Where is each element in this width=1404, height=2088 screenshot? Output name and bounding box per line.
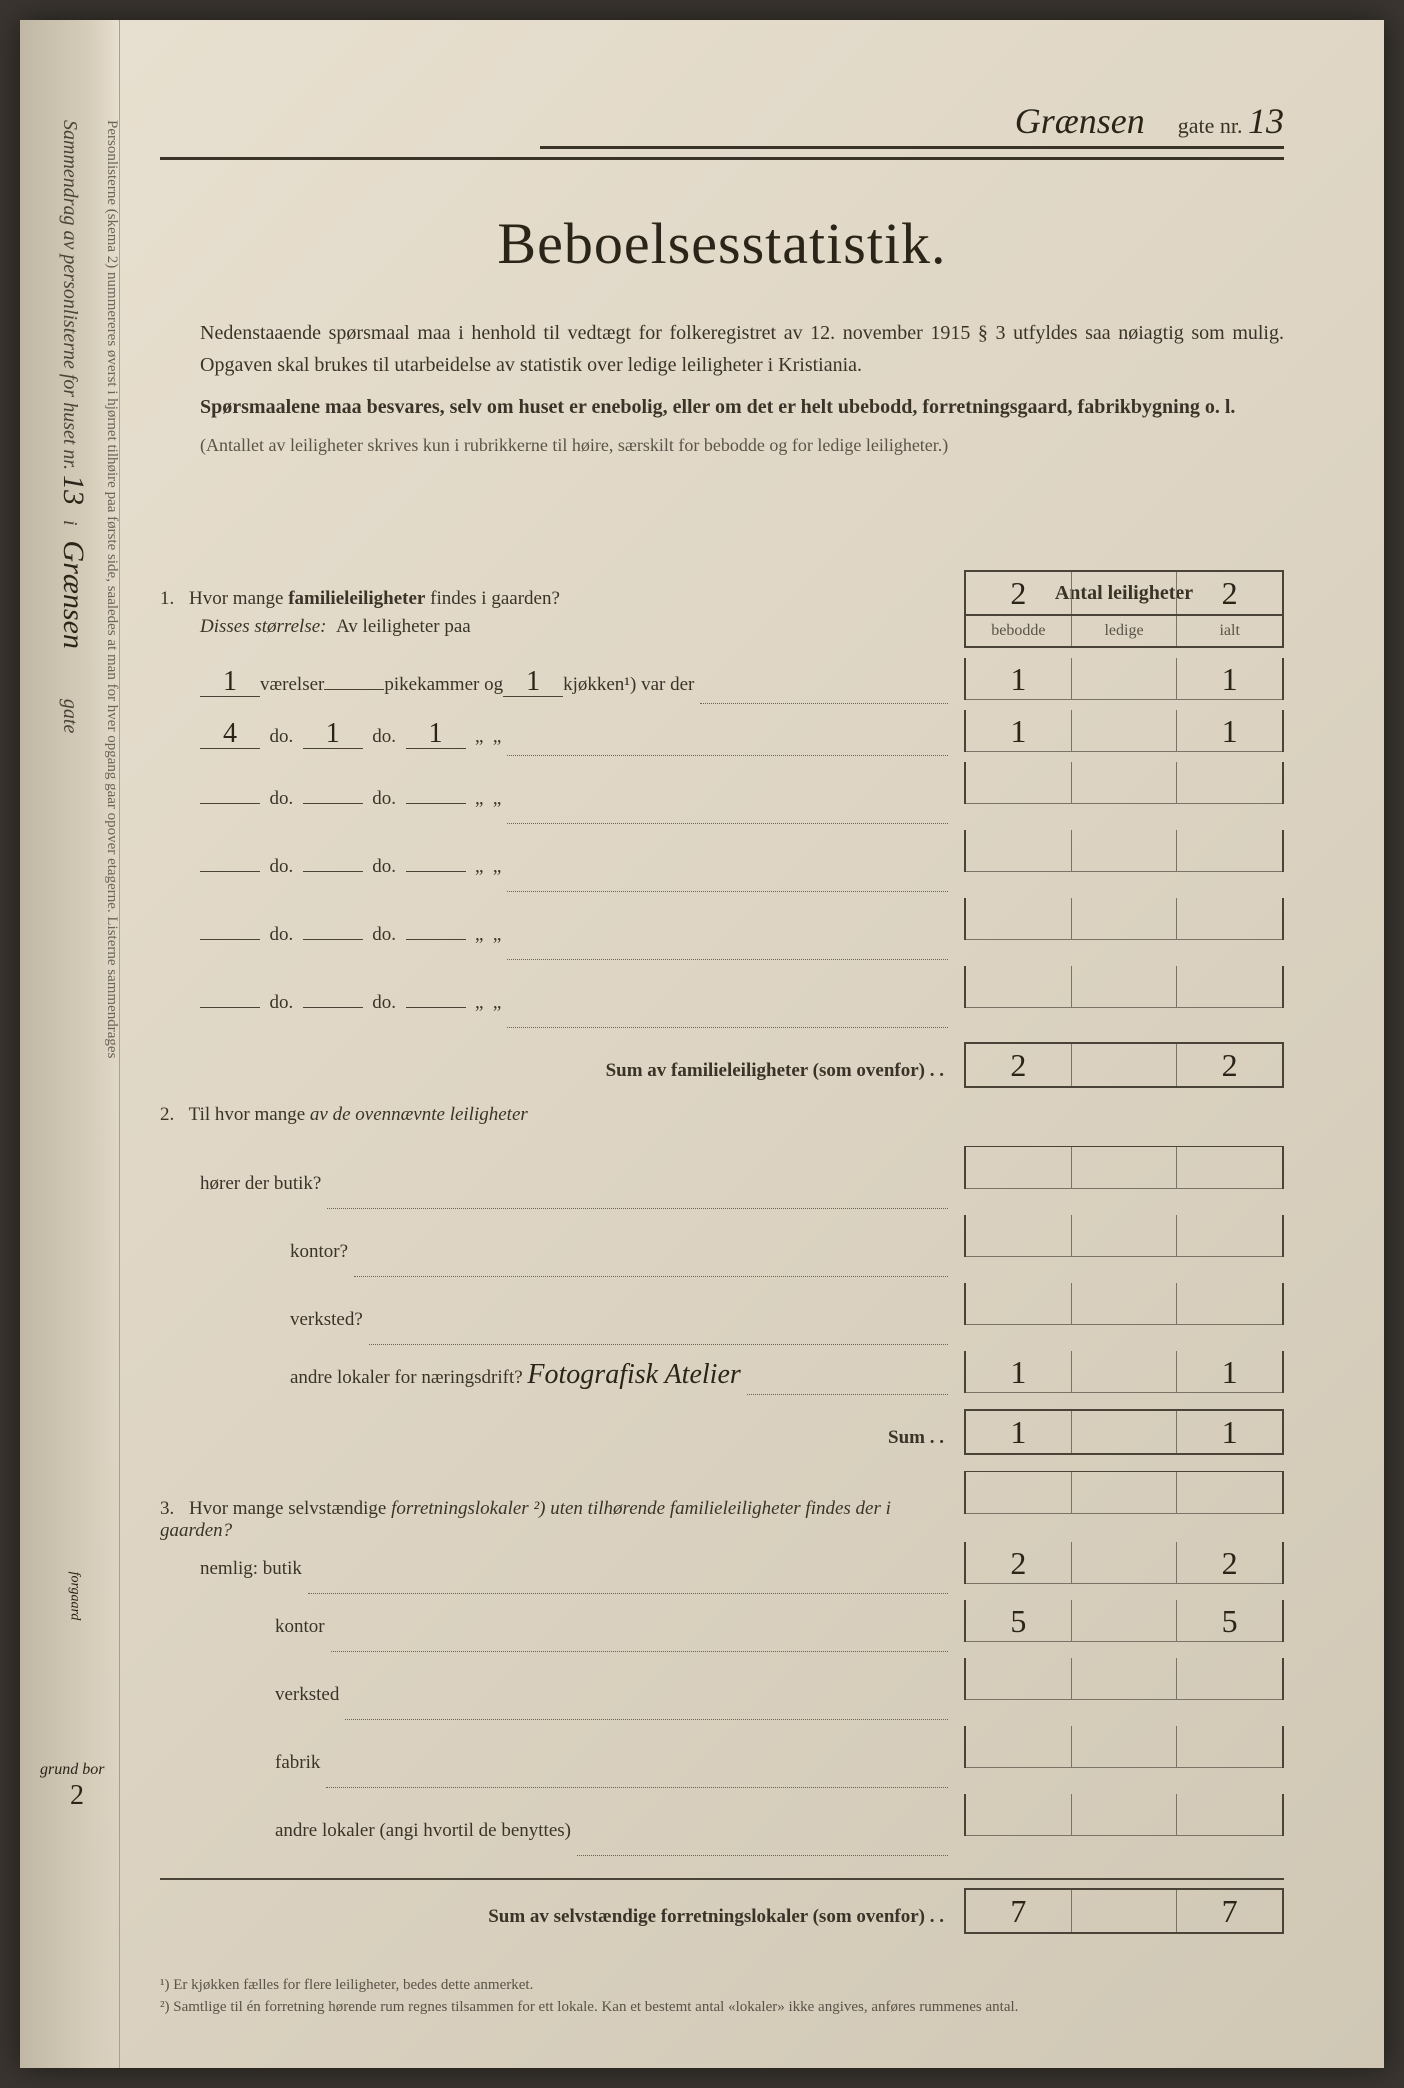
sidebar-forgaard: forgaard	[63, 1572, 95, 1621]
q1-ledige	[1072, 572, 1178, 614]
sidebar-line-2: Personlisterne (skema 2) nummereres øver…	[103, 120, 120, 1058]
q2-sum-b: 1	[966, 1411, 1072, 1453]
q1-row0-i: 1	[1177, 658, 1282, 700]
q2-row3-l	[1072, 1351, 1178, 1393]
sidebar-grund-bor: grund bor	[40, 1750, 104, 1782]
q1-ialt: 2	[1177, 572, 1282, 614]
q2-row3-i: 1	[1177, 1351, 1282, 1393]
q2-sum-i: 1	[1177, 1411, 1282, 1453]
header-address-line: Grænsen gate nr. 13	[540, 100, 1284, 149]
q1-row0-b: 1	[966, 658, 1072, 700]
footnote-1: ¹) Er kjøkken fælles for flere leilighet…	[160, 1974, 1284, 1997]
q1-row1-i: 1	[1177, 710, 1282, 752]
intro-p3: (Antallet av leiligheter skrives kun i r…	[200, 431, 1284, 460]
footnote-2: ²) Samtlige til én forretning hørende ru…	[160, 1996, 1284, 2019]
intro-p1: Nedenstaaende spørsmaal maa i henhold ti…	[200, 317, 1284, 381]
q2-row3-b: 1	[966, 1351, 1072, 1393]
q3-sum-l	[1072, 1890, 1178, 1932]
q3-row1-i: 5	[1177, 1600, 1282, 1642]
intro-paragraphs: Nedenstaaende spørsmaal maa i henhold ti…	[160, 317, 1284, 460]
q1-sum-label: Sum av familieleiligheter (som ovenfor) …	[160, 1060, 964, 1082]
document-page: Sammendrag av personlisterne for huset n…	[20, 20, 1384, 2068]
sidebar-vertical-text: Sammendrag av personlisterne for huset n…	[50, 120, 130, 1820]
q2-sum-l	[1072, 1411, 1178, 1453]
sidebar-line-1: Sammendrag av personlisterne for huset n…	[56, 120, 90, 733]
footnotes: ¹) Er kjøkken fælles for flere leilighet…	[160, 1974, 1284, 2019]
statistics-table: Antal leiligheter bebodde ledige ialt 1.…	[160, 570, 1284, 1934]
header-rule	[160, 157, 1284, 160]
header-street-name: Grænsen	[1015, 101, 1145, 141]
q2-hand-note: Fotografisk Atelier	[527, 1359, 740, 1391]
question-3: 3. Hvor mange selvstændige forretningslo…	[160, 1471, 1284, 1934]
sidebar-hand-bor: 2	[70, 1780, 84, 1812]
q3-row1-l	[1072, 1600, 1178, 1642]
q3-rule	[160, 1878, 1284, 1880]
q3-sum-i: 7	[1177, 1890, 1282, 1932]
sidebar-gate-label: gate	[59, 699, 81, 733]
page-title: Beboelsesstatistik.	[160, 210, 1284, 277]
q3-row0-l	[1072, 1542, 1178, 1584]
q3-sum-b: 7	[966, 1890, 1072, 1932]
question-2: 2. Til hvor mange av de ovennævnte leili…	[160, 1104, 1284, 1455]
header-gate-label: gate nr.	[1178, 113, 1243, 138]
q1-row0-l	[1072, 658, 1178, 700]
q3-row0-b: 2	[966, 1542, 1072, 1584]
q1-sum-i: 2	[1177, 1044, 1282, 1086]
sidebar-hand-nr: 13	[57, 475, 90, 505]
q1-sum-l	[1072, 1044, 1178, 1086]
q1-sum-b: 2	[966, 1044, 1072, 1086]
q1-bebodde: 2	[966, 572, 1072, 614]
q3-row0-i: 2	[1177, 1542, 1282, 1584]
q1-row1-b: 1	[966, 710, 1072, 752]
question-1: 1. Hvor mange familieleiligheter findes …	[160, 570, 1284, 1088]
intro-p2: Spørsmaalene maa besvares, selv om huset…	[200, 391, 1284, 423]
header-street-number: 13	[1248, 101, 1284, 141]
sidebar-hand-street: Grænsen	[57, 541, 90, 649]
q1-row1-l	[1072, 710, 1178, 752]
q3-row1-b: 5	[966, 1600, 1072, 1642]
